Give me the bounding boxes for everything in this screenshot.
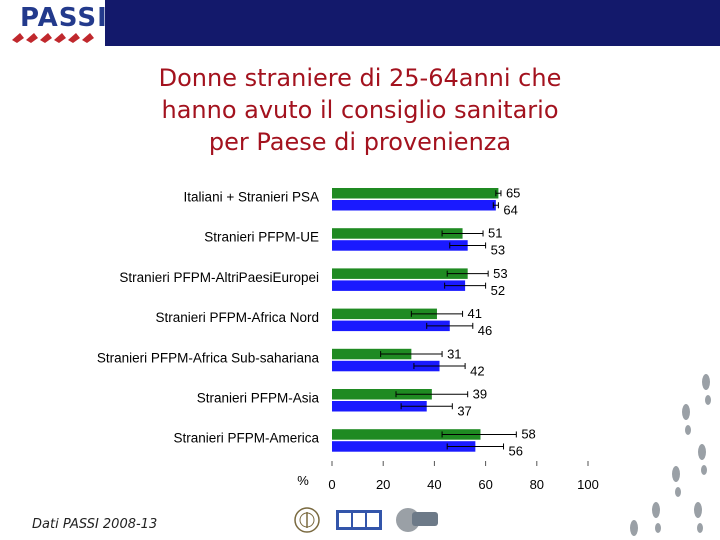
bar-blue	[332, 320, 450, 332]
header-band	[105, 0, 720, 46]
bar-chart: Italiani + Stranieri PSA 65 64 Stranieri PF…	[97, 186, 599, 493]
logo-feet-icon	[12, 33, 94, 43]
sponsor-logos	[294, 507, 438, 533]
slide-title: Donne straniere di 25-64anni che hanno a…	[80, 62, 640, 158]
bar-blue	[332, 401, 427, 412]
category-label: Stranieri PFPM-UE	[204, 230, 319, 245]
category-label: Stranieri PFPM-Asia	[197, 391, 320, 406]
cnesps-logo-icon	[396, 508, 438, 532]
data-label: 52	[491, 283, 505, 298]
data-label: 31	[447, 346, 461, 361]
bar-blue	[332, 200, 496, 211]
bar-green	[332, 308, 437, 320]
passi-logo: PASSI	[8, 2, 107, 44]
data-label: 51	[488, 226, 502, 241]
header-bar: PASSI	[0, 0, 720, 46]
data-label: 37	[457, 404, 471, 419]
bar-green	[332, 348, 412, 360]
source-note: Dati PASSI 2008-13	[32, 517, 158, 532]
bar-green	[332, 228, 463, 239]
title-line-2: hanno avuto il consiglio sanitario	[161, 96, 559, 124]
title-line-3: per Paese di provenienza	[208, 128, 512, 156]
bar-green	[332, 268, 468, 279]
bar-blue	[332, 360, 440, 372]
logo-text: PASSI	[20, 3, 108, 33]
data-label: 64	[503, 203, 517, 218]
category-label: Italiani + Stranieri PSA	[184, 190, 319, 205]
x-axis-label: %	[297, 473, 309, 488]
bar-green	[332, 188, 499, 199]
ccm-logo-icon	[336, 510, 382, 530]
bar-green	[332, 389, 432, 400]
bar-blue	[332, 280, 466, 291]
x-tick-label: 0	[328, 477, 335, 492]
bar-green	[332, 429, 481, 440]
x-tick-label: 40	[427, 477, 441, 492]
data-label: 53	[491, 243, 505, 258]
iss-seal-icon	[294, 507, 320, 533]
x-tick-label: 20	[376, 477, 390, 492]
x-tick-label: 60	[478, 477, 492, 492]
category-label: Stranieri PFPM-AltriPaesiEuropei	[119, 270, 319, 285]
data-label: 46	[478, 323, 492, 338]
category-label: Stranieri PFPM-America	[173, 431, 319, 446]
x-tick-label: 80	[530, 477, 544, 492]
data-label: 42	[470, 363, 484, 378]
category-label: Stranieri PFPM-Africa Nord	[155, 310, 319, 325]
data-label: 53	[493, 266, 507, 281]
bar-blue	[332, 441, 476, 452]
x-tick-label: 100	[577, 477, 599, 492]
title-line-1: Donne straniere di 25-64anni che	[158, 64, 562, 92]
footprints-decoration-icon	[630, 374, 711, 536]
data-label: 56	[509, 444, 523, 459]
data-label: 39	[473, 387, 487, 402]
data-label: 58	[521, 427, 535, 442]
bar-blue	[332, 240, 468, 251]
category-label: Stranieri PFPM-Africa Sub-sahariana	[97, 350, 320, 365]
data-label: 65	[506, 186, 520, 201]
data-label: 41	[468, 306, 482, 321]
